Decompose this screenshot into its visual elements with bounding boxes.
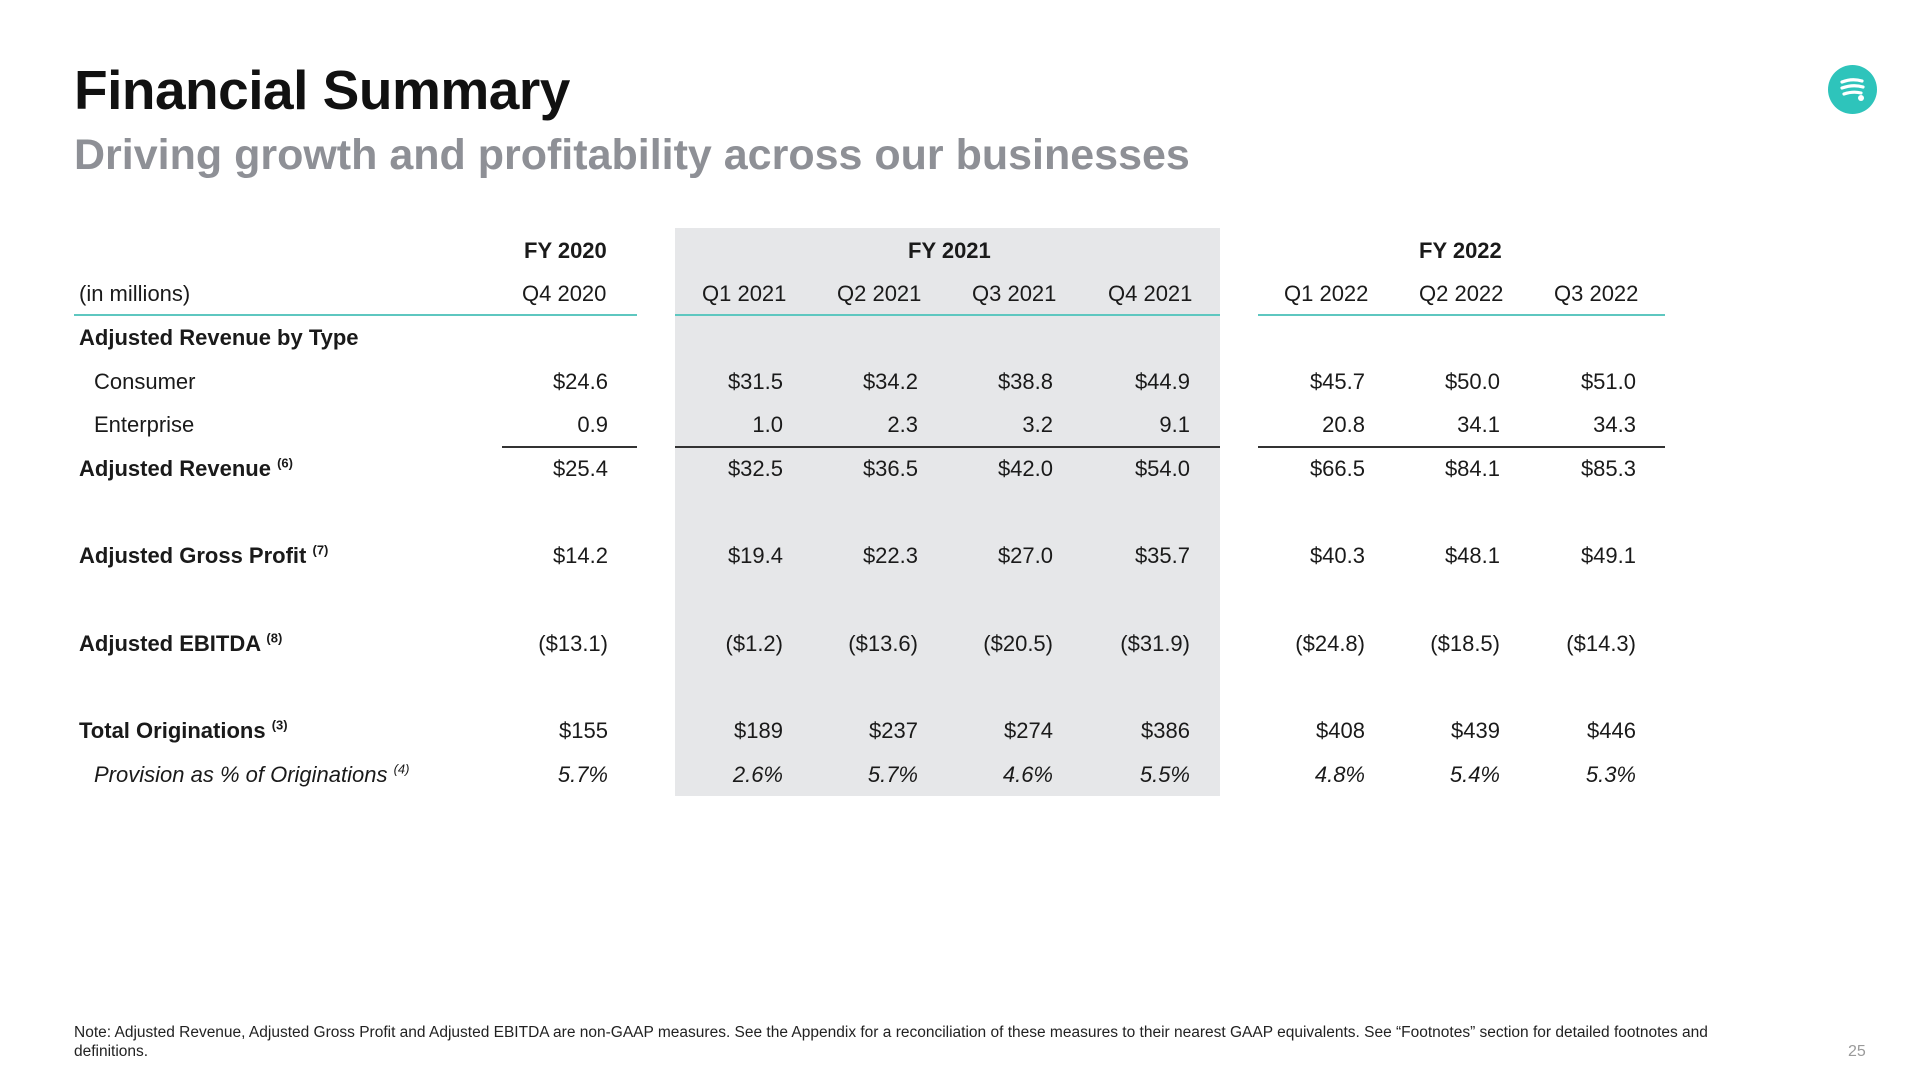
value-cell-ebitda: ($14.3)	[1566, 631, 1636, 656]
page-title: Financial Summary	[74, 59, 570, 121]
row-label-enterprise: Enterprise	[94, 412, 195, 437]
subtotal-divider	[502, 446, 637, 448]
year-header-fy2020: FY 2020	[524, 238, 607, 263]
row-label-consumer: Consumer	[94, 369, 196, 394]
row-label-adjusted-revenue: Adjusted Revenue (6)	[79, 455, 293, 481]
value-cell-provision: 4.8%	[1314, 762, 1365, 787]
subtotal-divider	[1258, 446, 1665, 448]
footnote-ref: (6)	[277, 455, 293, 471]
value-cell-adj-revenue: $32.5	[727, 456, 783, 481]
value-cell-enterprise: 34.1	[1457, 412, 1500, 437]
value-cell-ebitda: ($18.5)	[1430, 631, 1500, 656]
value-cell-adj-revenue: $25.4	[552, 456, 608, 481]
value-cell-adj-revenue: $42.0	[997, 456, 1053, 481]
value-cell-adj-revenue: $84.1	[1444, 456, 1500, 481]
footnote-ref: (8)	[266, 630, 283, 646]
row-label-total-originations: Total Originations (3)	[79, 717, 288, 743]
page-number: 25	[1848, 1043, 1866, 1060]
value-cell-consumer: $38.8	[997, 369, 1053, 394]
column-header: Q2 2021	[837, 281, 922, 306]
row-label-revenue-by-type: Adjusted Revenue by Type	[79, 325, 359, 350]
value-cell-gross-profit: $14.2	[552, 543, 608, 568]
value-cell-consumer: $51.0	[1580, 369, 1636, 394]
value-cell-originations: $446	[1587, 718, 1636, 743]
value-cell-enterprise: 9.1	[1159, 412, 1190, 437]
footnote-ref: (3)	[271, 717, 288, 733]
value-cell-originations: $439	[1451, 718, 1500, 743]
value-cell-gross-profit: $22.3	[862, 543, 918, 568]
row-label-adjusted-gross-profit: Adjusted Gross Profit (7)	[79, 542, 329, 568]
value-cell-ebitda: ($13.6)	[848, 631, 918, 656]
value-cell-provision: 2.6%	[732, 762, 783, 787]
value-cell-gross-profit: $35.7	[1134, 543, 1190, 568]
year-header-fy2022: FY 2022	[1419, 238, 1502, 263]
value-cell-provision: 5.4%	[1449, 762, 1500, 787]
value-cell-enterprise: 20.8	[1322, 412, 1365, 437]
value-cell-provision: 5.7%	[867, 762, 918, 787]
value-cell-enterprise: 3.2	[1022, 412, 1053, 437]
footnote-note: Note: Adjusted Revenue, Adjusted Gross P…	[74, 1024, 1708, 1060]
value-cell-consumer: $24.6	[552, 369, 608, 394]
column-header: Q2 2022	[1419, 281, 1504, 306]
value-cell-enterprise: 34.3	[1593, 412, 1636, 437]
value-cell-ebitda: ($31.9)	[1120, 631, 1190, 656]
value-cell-gross-profit: $40.3	[1309, 543, 1365, 568]
row-label-adjusted-ebitda: Adjusted EBITDA (8)	[79, 630, 283, 656]
header-divider	[675, 314, 1220, 316]
footnote-ref: (7)	[312, 542, 329, 558]
year-header-fy2021: FY 2021	[908, 238, 991, 263]
value-cell-originations: $274	[1004, 718, 1053, 743]
value-cell-consumer: $45.7	[1309, 369, 1365, 394]
value-cell-provision: 5.7%	[557, 762, 608, 787]
value-cell-originations: $155	[559, 718, 608, 743]
value-cell-consumer: $50.0	[1444, 369, 1500, 394]
value-cell-gross-profit: $19.4	[727, 543, 783, 568]
value-cell-provision: 5.5%	[1139, 762, 1190, 787]
value-cell-provision: 4.6%	[1002, 762, 1053, 787]
value-cell-originations: $408	[1316, 718, 1365, 743]
brand-logo-icon	[1828, 65, 1877, 114]
value-cell-consumer: $44.9	[1134, 369, 1190, 394]
column-header: Q1 2022	[1284, 281, 1369, 306]
column-header: Q3 2022	[1554, 281, 1639, 306]
value-cell-adj-revenue: $66.5	[1309, 456, 1365, 481]
value-cell-enterprise: 1.0	[752, 412, 783, 437]
value-cell-provision: 5.3%	[1585, 762, 1636, 787]
value-cell-consumer: $31.5	[727, 369, 783, 394]
unit-label: (in millions)	[79, 281, 191, 306]
footnote-ref: (4)	[393, 761, 410, 777]
column-header: Q4 2020	[522, 281, 607, 306]
value-cell-ebitda: ($1.2)	[725, 631, 783, 656]
value-cell-consumer: $34.2	[862, 369, 918, 394]
value-cell-gross-profit: $27.0	[997, 543, 1053, 568]
value-cell-ebitda: ($24.8)	[1295, 631, 1365, 656]
value-cell-originations: $237	[869, 718, 918, 743]
value-cell-enterprise: 2.3	[887, 412, 918, 437]
value-cell-gross-profit: $49.1	[1580, 543, 1636, 568]
column-header: Q3 2021	[972, 281, 1057, 306]
value-cell-adj-revenue: $85.3	[1580, 456, 1636, 481]
page-subtitle: Driving growth and profitability across …	[74, 131, 1190, 179]
subtotal-divider	[675, 446, 1220, 448]
fy2021-highlight-panel	[675, 228, 1220, 796]
value-cell-originations: $386	[1141, 718, 1190, 743]
value-cell-adj-revenue: $54.0	[1134, 456, 1190, 481]
column-header: Q4 2021	[1108, 281, 1193, 306]
value-cell-ebitda: ($20.5)	[983, 631, 1053, 656]
value-cell-ebitda: ($13.1)	[538, 631, 608, 656]
value-cell-enterprise: 0.9	[577, 412, 608, 437]
value-cell-gross-profit: $48.1	[1444, 543, 1500, 568]
column-header: Q1 2021	[702, 281, 787, 306]
header-divider	[1258, 314, 1665, 316]
header-divider	[74, 314, 637, 316]
value-cell-adj-revenue: $36.5	[862, 456, 918, 481]
row-label-provision: Provision as % of Originations (4)	[94, 761, 410, 787]
value-cell-originations: $189	[734, 718, 783, 743]
